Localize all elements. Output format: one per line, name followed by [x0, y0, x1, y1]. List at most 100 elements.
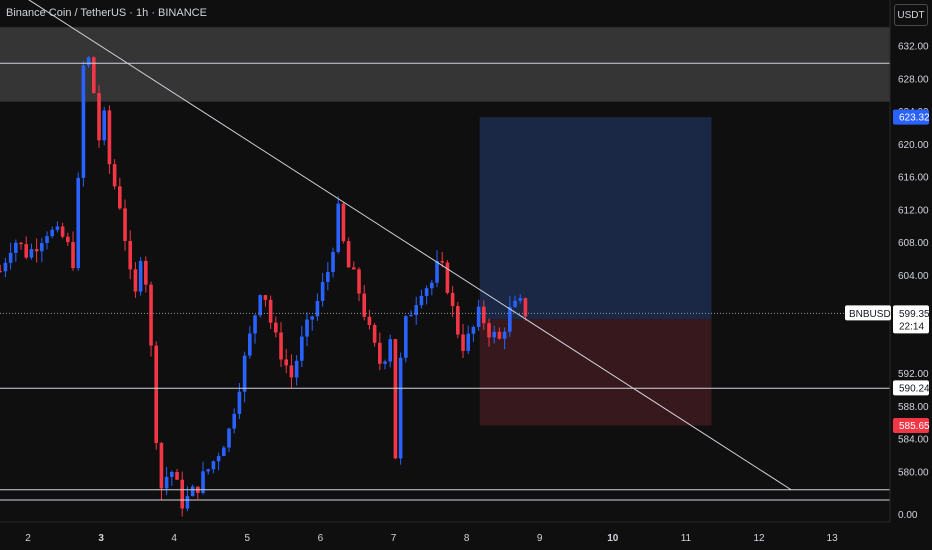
candle-body: [211, 461, 216, 470]
candle-body: [508, 306, 512, 332]
price-tick-label: 612.00: [898, 205, 929, 216]
candle-body: [175, 471, 179, 480]
time-tick-label: 3: [98, 533, 104, 544]
candle-body: [227, 428, 231, 448]
candle-body: [419, 295, 424, 306]
currency-button[interactable]: USDT: [894, 4, 928, 26]
time-tick-label: 5: [245, 533, 251, 544]
candle-body: [222, 447, 226, 457]
price-tick-label: 584.00: [898, 435, 929, 446]
candle-body: [346, 241, 351, 268]
candle-body: [310, 316, 315, 320]
price-tick-label: 608.00: [898, 238, 929, 249]
candle-body: [50, 229, 55, 237]
level-price-tag: [893, 380, 929, 396]
time-tick-label: 12: [753, 533, 765, 544]
time-tick-label: 2: [25, 533, 31, 544]
symbol-tag: [845, 305, 891, 321]
candle-body: [424, 288, 429, 296]
candle-body: [232, 413, 237, 429]
candle-body: [341, 203, 346, 242]
candle-body: [523, 298, 528, 317]
candle-body: [502, 331, 507, 339]
candle-body: [164, 476, 169, 489]
candle-body: [289, 365, 294, 378]
price-tick-label: 588.00: [898, 402, 929, 413]
candle-body: [409, 314, 413, 317]
candle-body: [76, 177, 81, 269]
price-tick-label: 580.00: [898, 467, 929, 478]
candle-body: [92, 57, 96, 94]
candle-body: [107, 110, 112, 165]
candle-body: [482, 306, 486, 324]
candle-body: [430, 282, 434, 289]
candle-body: [383, 361, 387, 364]
candle-body: [97, 93, 101, 141]
candle-body: [45, 236, 49, 244]
candle-body: [352, 267, 356, 270]
candle-body: [513, 300, 517, 307]
candle-body: [450, 292, 455, 307]
candle-body: [14, 242, 18, 253]
candle-body: [315, 300, 320, 317]
price-tick-label: 628.00: [898, 74, 929, 85]
candle-body: [112, 164, 117, 187]
candle-body: [336, 203, 341, 252]
countdown-label: 22:14: [899, 321, 924, 332]
candle-body: [216, 456, 221, 462]
candle-body: [81, 65, 86, 178]
candle-body: [24, 244, 29, 258]
candle-body: [357, 269, 361, 294]
candle-body: [185, 496, 190, 509]
candle-body: [388, 339, 393, 362]
candle-body: [237, 391, 242, 414]
price-tick-label: 604.00: [898, 271, 929, 282]
time-tick-label: 6: [318, 533, 324, 544]
target-price-tag: [893, 109, 929, 125]
candle-body: [60, 226, 65, 237]
candle-body: [159, 443, 164, 489]
candle-body: [476, 306, 481, 327]
current-price-label: 599.35: [899, 309, 930, 320]
target-zone: [479, 117, 712, 320]
candle-body: [102, 110, 107, 141]
candle-body: [268, 299, 273, 323]
time-tick-label: 4: [171, 533, 177, 544]
candle-body: [378, 342, 382, 364]
candle-body: [372, 324, 377, 343]
candle-body: [362, 293, 367, 317]
candle-body: [466, 333, 471, 351]
candle-body: [274, 322, 278, 333]
candle-body: [414, 305, 419, 315]
resistance-zone: [0, 27, 890, 102]
candle-body: [331, 251, 335, 273]
current-price-tag: [893, 305, 929, 334]
candle-body: [456, 306, 460, 335]
price-tick-label: 620.00: [898, 140, 929, 151]
candle-body: [320, 281, 325, 301]
symbol-label: BNBUSDT: [849, 309, 897, 320]
candle-body: [492, 331, 497, 338]
candle-body: [71, 242, 75, 269]
stop-price-label: 585.65: [899, 421, 930, 432]
candle-body: [144, 260, 148, 285]
level-price-label: 590.24: [899, 383, 930, 394]
candle-body: [170, 471, 174, 477]
candle-body: [258, 295, 263, 316]
candle-body: [149, 284, 153, 346]
time-tick-label: 10: [607, 533, 619, 544]
candle-body: [398, 357, 403, 459]
candle-body: [300, 336, 304, 361]
stop-zone: [479, 319, 712, 426]
chart-title: Binance Coin / TetherUS · 1h · BINANCE: [6, 7, 207, 19]
candle-body: [19, 242, 23, 245]
candle-body: [201, 471, 205, 494]
price-tick-label: 592.00: [898, 369, 929, 380]
candle-body: [34, 249, 39, 252]
time-tick-label: 13: [827, 533, 839, 544]
time-tick-label: 7: [391, 533, 397, 544]
candle-body: [242, 355, 247, 392]
candle-body: [138, 260, 143, 292]
time-tick-label: 9: [537, 533, 543, 544]
